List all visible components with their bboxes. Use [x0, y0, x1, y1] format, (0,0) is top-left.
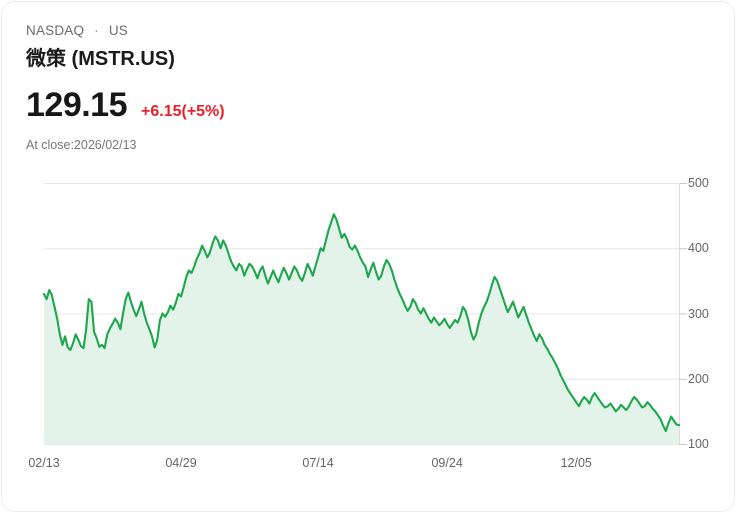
y-axis-tick-label: 400	[688, 241, 709, 256]
close-status: At close:2026/02/13	[26, 138, 137, 152]
x-axis-tick-label: 09/24	[431, 456, 463, 470]
y-axis-tick-label: 200	[688, 371, 709, 386]
exchange-region: US	[108, 23, 128, 38]
chart-axis-ticks	[679, 183, 687, 445]
y-axis-tick-label: 500	[688, 176, 709, 190]
quote-header: NASDAQ · US 微策 (MSTR.US) 129.15 +6.15(+5…	[26, 22, 586, 153]
price-change: +6.15(+5%)	[141, 103, 225, 120]
exchange-separator: ·	[94, 23, 99, 38]
x-axis-tick-label: 07/14	[302, 456, 334, 470]
chart-area-fill	[44, 214, 679, 444]
chart-x-axis-labels: 02/13 04/29 07/14 09/24 12/05	[2, 455, 734, 477]
exchange-line: NASDAQ · US	[26, 22, 586, 40]
page-title: 微策 (MSTR.US)	[26, 48, 175, 70]
price-chart-svg	[42, 183, 687, 445]
exchange-name: NASDAQ	[26, 23, 85, 38]
price-chart: 500 400 300 200 100 02/13 04/29 07/14 09/24 12/0…	[2, 167, 734, 477]
x-axis-tick-label: 02/13	[28, 456, 60, 470]
chart-y-axis-labels: 500 400 300 200 100	[688, 167, 734, 457]
price-value: 129.15	[26, 86, 128, 124]
y-axis-tick-label: 100	[688, 437, 709, 451]
y-axis-tick-label: 300	[688, 306, 709, 321]
x-axis-tick-label: 12/05	[560, 456, 592, 470]
x-axis-tick-label: 04/29	[165, 456, 197, 470]
chart-line	[42, 213, 681, 432]
price-row: 129.15 +6.15(+5%)	[26, 86, 586, 124]
